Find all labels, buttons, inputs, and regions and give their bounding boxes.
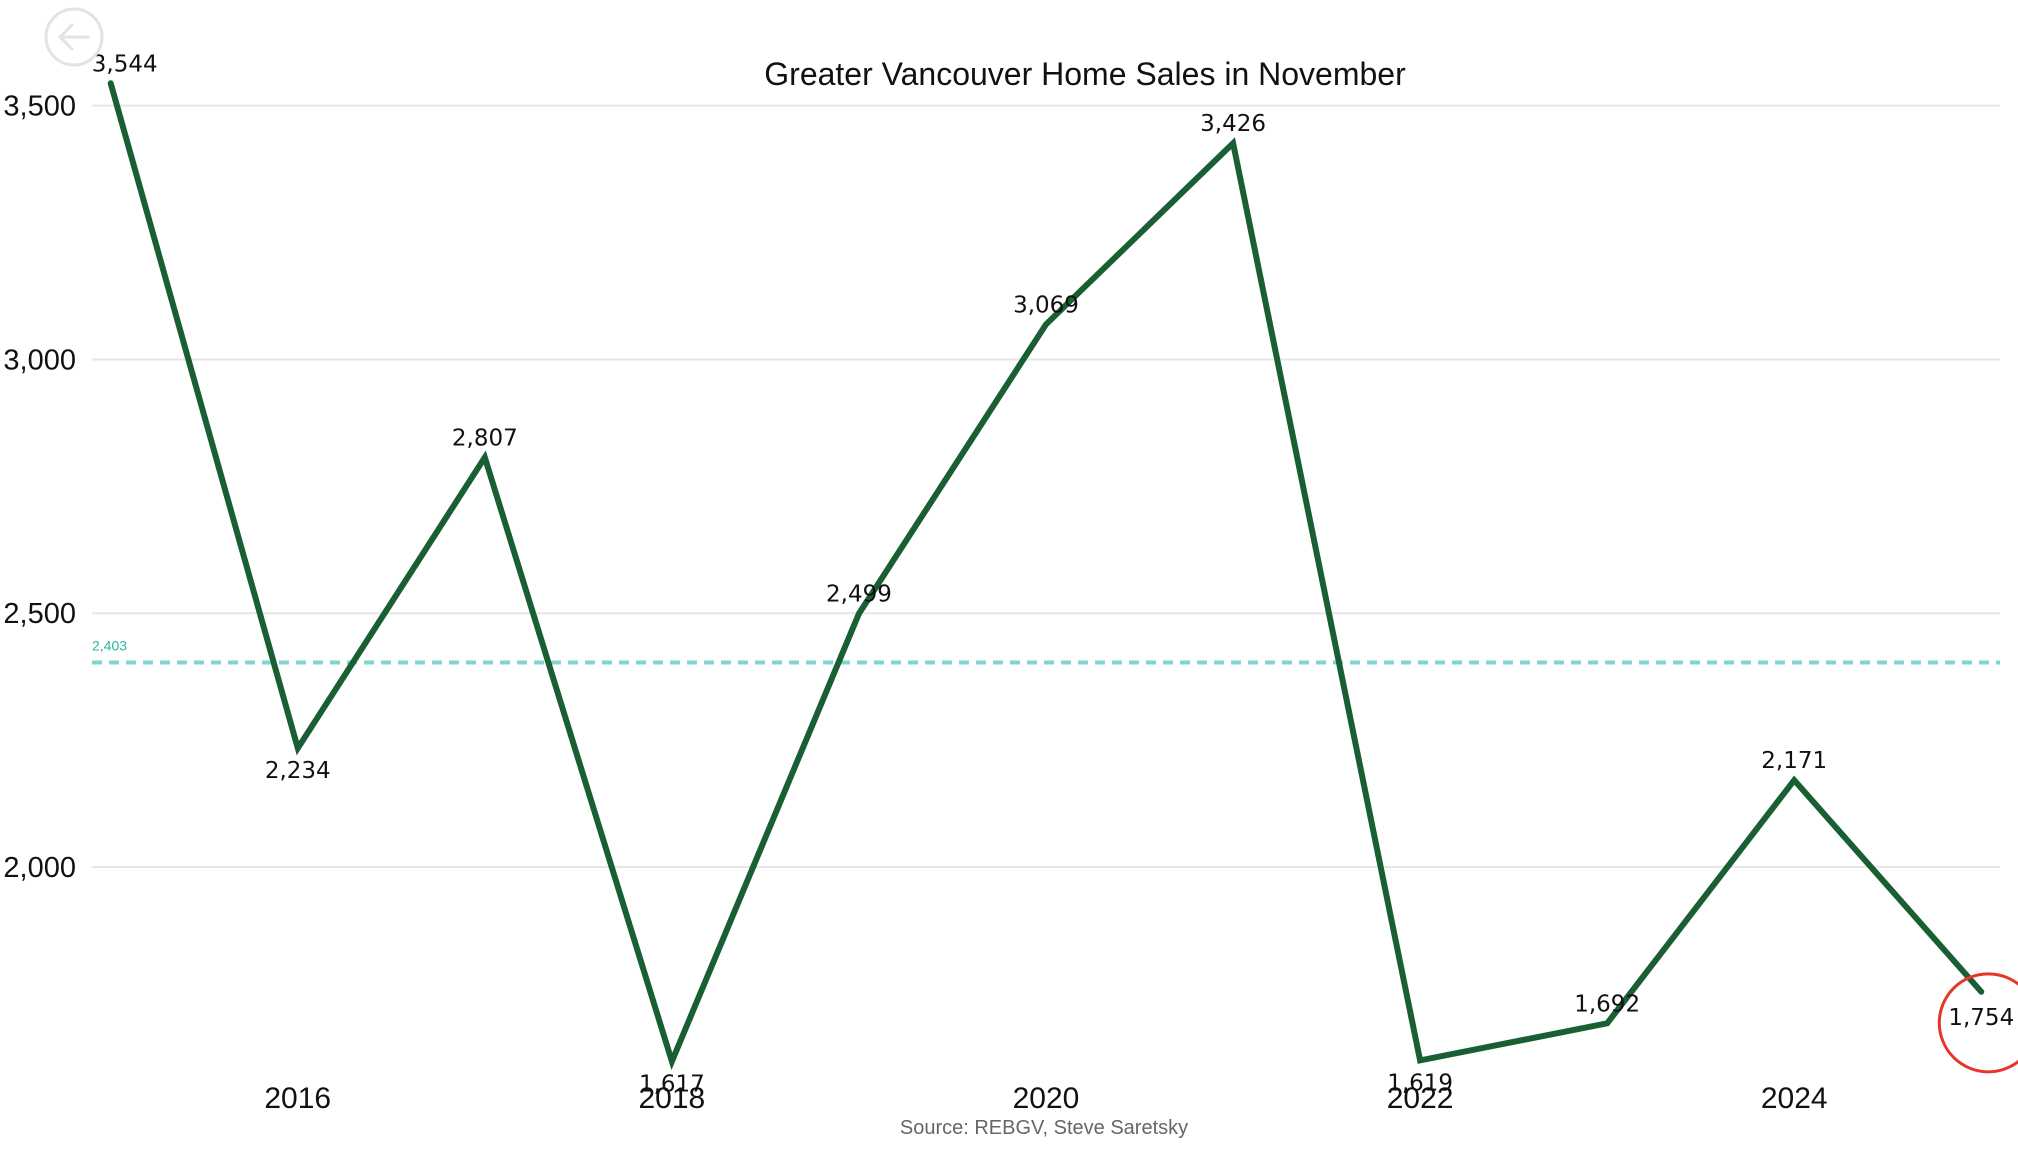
back-arrow-glyph	[58, 23, 90, 51]
average-reference-line: 2,403	[92, 637, 2000, 665]
data-label-2021: 3,426	[1200, 111, 1266, 137]
series-line	[107, 80, 1985, 1071]
chart-title: Greater Vancouver Home Sales in November	[764, 56, 1406, 92]
highlight-marker	[1937, 972, 2018, 1074]
chart-source: Source: REBGV, Steve Saretsky	[900, 1117, 1188, 1139]
data-label-2023: 1,692	[1574, 991, 1640, 1017]
y-tick-label-2500: 2,500	[3, 598, 76, 630]
reference-line-label: 2,403	[92, 637, 127, 653]
y-tick-label-3500: 3,500	[3, 91, 76, 123]
x-tick-label-2020: 2020	[1013, 1082, 1080, 1115]
data-labels: 3,544 2,234 2,807 1,617 2,499 3,069 3,426 1,619…	[92, 51, 2014, 1097]
back-button[interactable]	[44, 7, 104, 67]
data-label-2018: 1,617	[639, 1071, 705, 1097]
x-tick-label-2024: 2024	[1761, 1082, 1828, 1115]
data-label-2019: 2,499	[826, 582, 892, 608]
x-tick-label-2016: 2016	[264, 1082, 331, 1115]
data-label-2024: 2,171	[1761, 748, 1827, 774]
data-label-2022: 1,619	[1387, 1070, 1453, 1096]
x-tick-label-2018: 2018	[639, 1082, 706, 1115]
data-label-2015: 3,544	[92, 51, 158, 77]
series-line-home-sales	[107, 80, 1985, 1071]
data-label-2025: 1,754	[1948, 1005, 2014, 1031]
y-tick-label-3000: 3,000	[3, 344, 76, 376]
data-label-2016: 2,234	[265, 758, 331, 784]
x-tick-label-2022: 2022	[1387, 1082, 1454, 1115]
back-arrow-icon	[44, 7, 104, 67]
y-axis-ticks: 2,000 2,500 3,000 3,500	[3, 91, 76, 884]
x-axis-ticks: 2016 2018 2020 2022 2024	[264, 1082, 1827, 1115]
gridlines	[92, 104, 2000, 868]
highlight-circle	[1937, 972, 2018, 1074]
y-tick-label-2000: 2,000	[3, 852, 76, 884]
data-label-2017: 2,807	[452, 425, 518, 451]
data-label-2020: 3,069	[1013, 292, 1079, 318]
